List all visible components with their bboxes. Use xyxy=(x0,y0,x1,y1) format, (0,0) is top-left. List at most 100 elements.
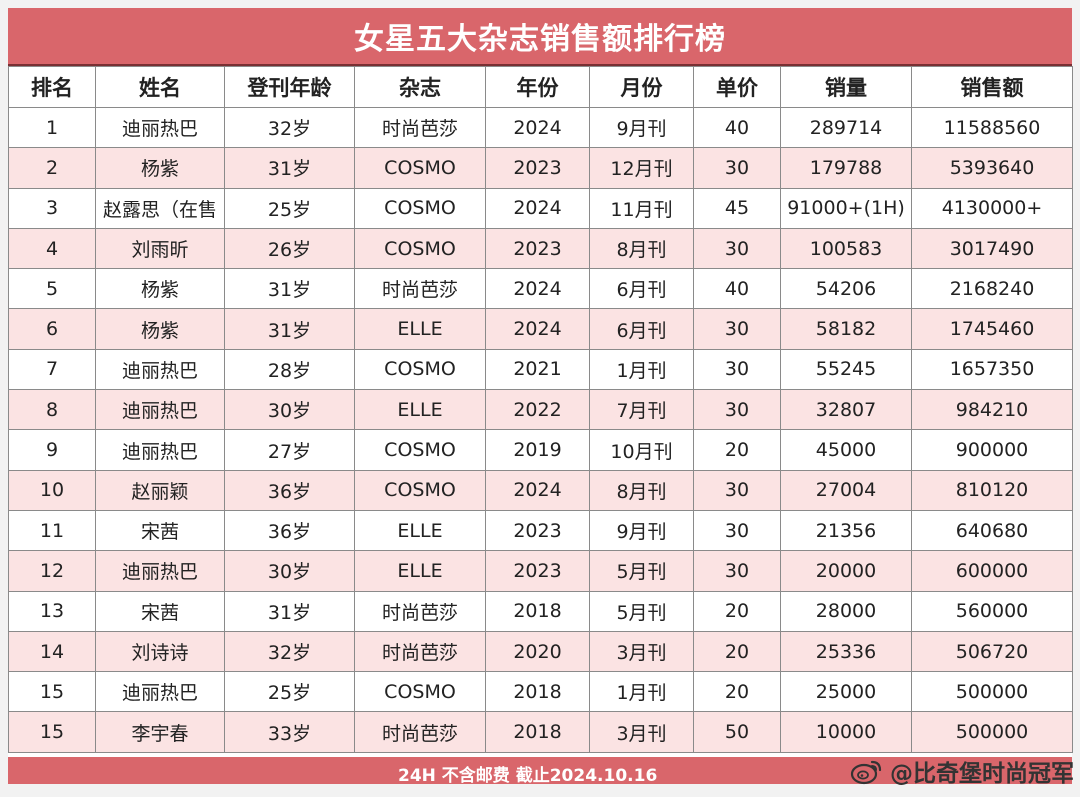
table-cell: 25000 xyxy=(780,671,912,713)
table-cell: 31岁 xyxy=(224,268,355,310)
table-cell: 3月刊 xyxy=(589,711,694,753)
table-cell: 10月刊 xyxy=(589,429,694,471)
column-header: 销售额 xyxy=(911,66,1073,108)
table-cell: 31岁 xyxy=(224,308,355,350)
table-cell: 8月刊 xyxy=(589,227,694,270)
table-cell: 27004 xyxy=(780,469,912,511)
table-cell: 时尚芭莎 xyxy=(354,630,486,673)
table-cell: 2018 xyxy=(485,590,590,632)
table-cell: 8 xyxy=(8,389,96,431)
table-cell: 36岁 xyxy=(224,469,355,511)
table-row: 15 迪丽热巴 25岁 COSMO 2018 1月刊 20 25000 500000 xyxy=(8,671,1073,713)
table-cell: 3017490 xyxy=(911,227,1073,270)
table-cell: 10 xyxy=(8,469,96,511)
table-cell: 迪丽热巴 xyxy=(95,348,225,391)
table-cell: 32岁 xyxy=(224,106,355,149)
table-cell: 20 xyxy=(693,590,781,632)
table-cell: 2019 xyxy=(485,429,590,471)
table-cell: 3 xyxy=(8,187,96,229)
table-cell: 25岁 xyxy=(224,671,355,713)
table-cell: 4130000+ xyxy=(911,187,1073,229)
table-cell: 15 xyxy=(8,711,96,753)
table-cell: 6 xyxy=(8,308,96,350)
table-cell: 13 xyxy=(8,590,96,632)
table-cell: 杨紫 xyxy=(95,308,225,350)
table-cell: 2168240 xyxy=(911,268,1073,310)
table-cell: 32岁 xyxy=(224,630,355,673)
page-title: 女星五大杂志销售额排行榜 xyxy=(8,8,1072,66)
table-cell: 40 xyxy=(693,268,781,310)
table-cell: 30 xyxy=(693,509,781,552)
table-cell: 2018 xyxy=(485,711,590,753)
table-cell: 2022 xyxy=(485,389,590,431)
table-cell: 2023 xyxy=(485,227,590,270)
table-cell: 2021 xyxy=(485,348,590,391)
table-cell: 30 xyxy=(693,550,781,592)
table-cell: 27岁 xyxy=(224,429,355,471)
table-cell: 2023 xyxy=(485,509,590,552)
column-header: 月份 xyxy=(589,66,694,108)
table-cell: 36岁 xyxy=(224,509,355,552)
table-cell: 4 xyxy=(8,227,96,270)
table-row: 12 迪丽热巴 30岁 ELLE 2023 5月刊 30 20000 600000 xyxy=(8,550,1073,592)
table-cell: 8月刊 xyxy=(589,469,694,511)
table-cell: 31岁 xyxy=(224,590,355,632)
table-cell: 2018 xyxy=(485,671,590,713)
table-cell: COSMO xyxy=(354,187,486,229)
table-cell: 1月刊 xyxy=(589,348,694,391)
weibo-icon xyxy=(850,760,882,785)
table-cell: 11 xyxy=(8,509,96,552)
table-cell: 7 xyxy=(8,348,96,391)
table-cell: 刘诗诗 xyxy=(95,630,225,673)
table-cell: 杨紫 xyxy=(95,147,225,189)
table-cell: 21356 xyxy=(780,509,912,552)
table-cell: 25岁 xyxy=(224,187,355,229)
table-cell: ELLE xyxy=(354,308,486,350)
table-cell: 20 xyxy=(693,429,781,471)
table-cell: 杨紫 xyxy=(95,268,225,310)
table-row: 1 迪丽热巴 32岁 时尚芭莎 2024 9月刊 40 289714 11588560 xyxy=(8,106,1073,149)
table-cell: 5月刊 xyxy=(589,590,694,632)
table-cell: 2024 xyxy=(485,268,590,310)
table-cell: 20000 xyxy=(780,550,912,592)
table-cell: 30 xyxy=(693,227,781,270)
table-cell: 刘雨昕 xyxy=(95,227,225,270)
table-cell: 2024 xyxy=(485,106,590,149)
table-cell: 2024 xyxy=(485,469,590,511)
table-cell: 506720 xyxy=(911,630,1073,673)
table-cell: 179788 xyxy=(780,147,912,189)
ranking-sheet: 女星五大杂志销售额排行榜 排名 姓名 登刊年龄 杂志 年份 月份 单价 销量 销售额 1 迪丽热巴… xyxy=(8,8,1073,786)
table-cell: 迪丽热巴 xyxy=(95,106,225,149)
table-cell: 28000 xyxy=(780,590,912,632)
table-cell: 迪丽热巴 xyxy=(95,389,225,431)
table-cell: 2020 xyxy=(485,630,590,673)
table-cell: 2 xyxy=(8,147,96,189)
table-cell: 赵露思（在售 xyxy=(95,187,225,229)
table-cell: COSMO xyxy=(354,348,486,391)
table-cell: 30 xyxy=(693,389,781,431)
table-cell: 33岁 xyxy=(224,711,355,753)
table-row: 13 宋茜 31岁 时尚芭莎 2018 5月刊 20 28000 560000 xyxy=(8,590,1073,632)
table-row: 10 赵丽颖 36岁 COSMO 2024 8月刊 30 27004 810120 xyxy=(8,469,1073,511)
table-cell: 迪丽热巴 xyxy=(95,671,225,713)
table-cell: 1745460 xyxy=(911,308,1073,350)
table-cell: 2023 xyxy=(485,147,590,189)
table-cell: 984210 xyxy=(911,389,1073,431)
table-cell: 45000 xyxy=(780,429,912,471)
table-cell: COSMO xyxy=(354,671,486,713)
table-row: 6 杨紫 31岁 ELLE 2024 6月刊 30 58182 1745460 xyxy=(8,308,1073,350)
table-row: 11 宋茜 36岁 ELLE 2023 9月刊 30 21356 640680 xyxy=(8,509,1073,552)
table-cell: 时尚芭莎 xyxy=(354,106,486,149)
table-cell: 28岁 xyxy=(224,348,355,391)
table-cell: 55245 xyxy=(780,348,912,391)
table-cell: 600000 xyxy=(911,550,1073,592)
table-cell: COSMO xyxy=(354,227,486,270)
table-cell: 30 xyxy=(693,147,781,189)
table-cell: 宋茜 xyxy=(95,590,225,632)
table-cell: 2024 xyxy=(485,187,590,229)
table-header-row: 排名 姓名 登刊年龄 杂志 年份 月份 单价 销量 销售额 xyxy=(8,66,1073,108)
table-cell: 6月刊 xyxy=(589,308,694,350)
table-cell: 5 xyxy=(8,268,96,310)
table-cell: 12月刊 xyxy=(589,147,694,189)
table-cell: 1657350 xyxy=(911,348,1073,391)
